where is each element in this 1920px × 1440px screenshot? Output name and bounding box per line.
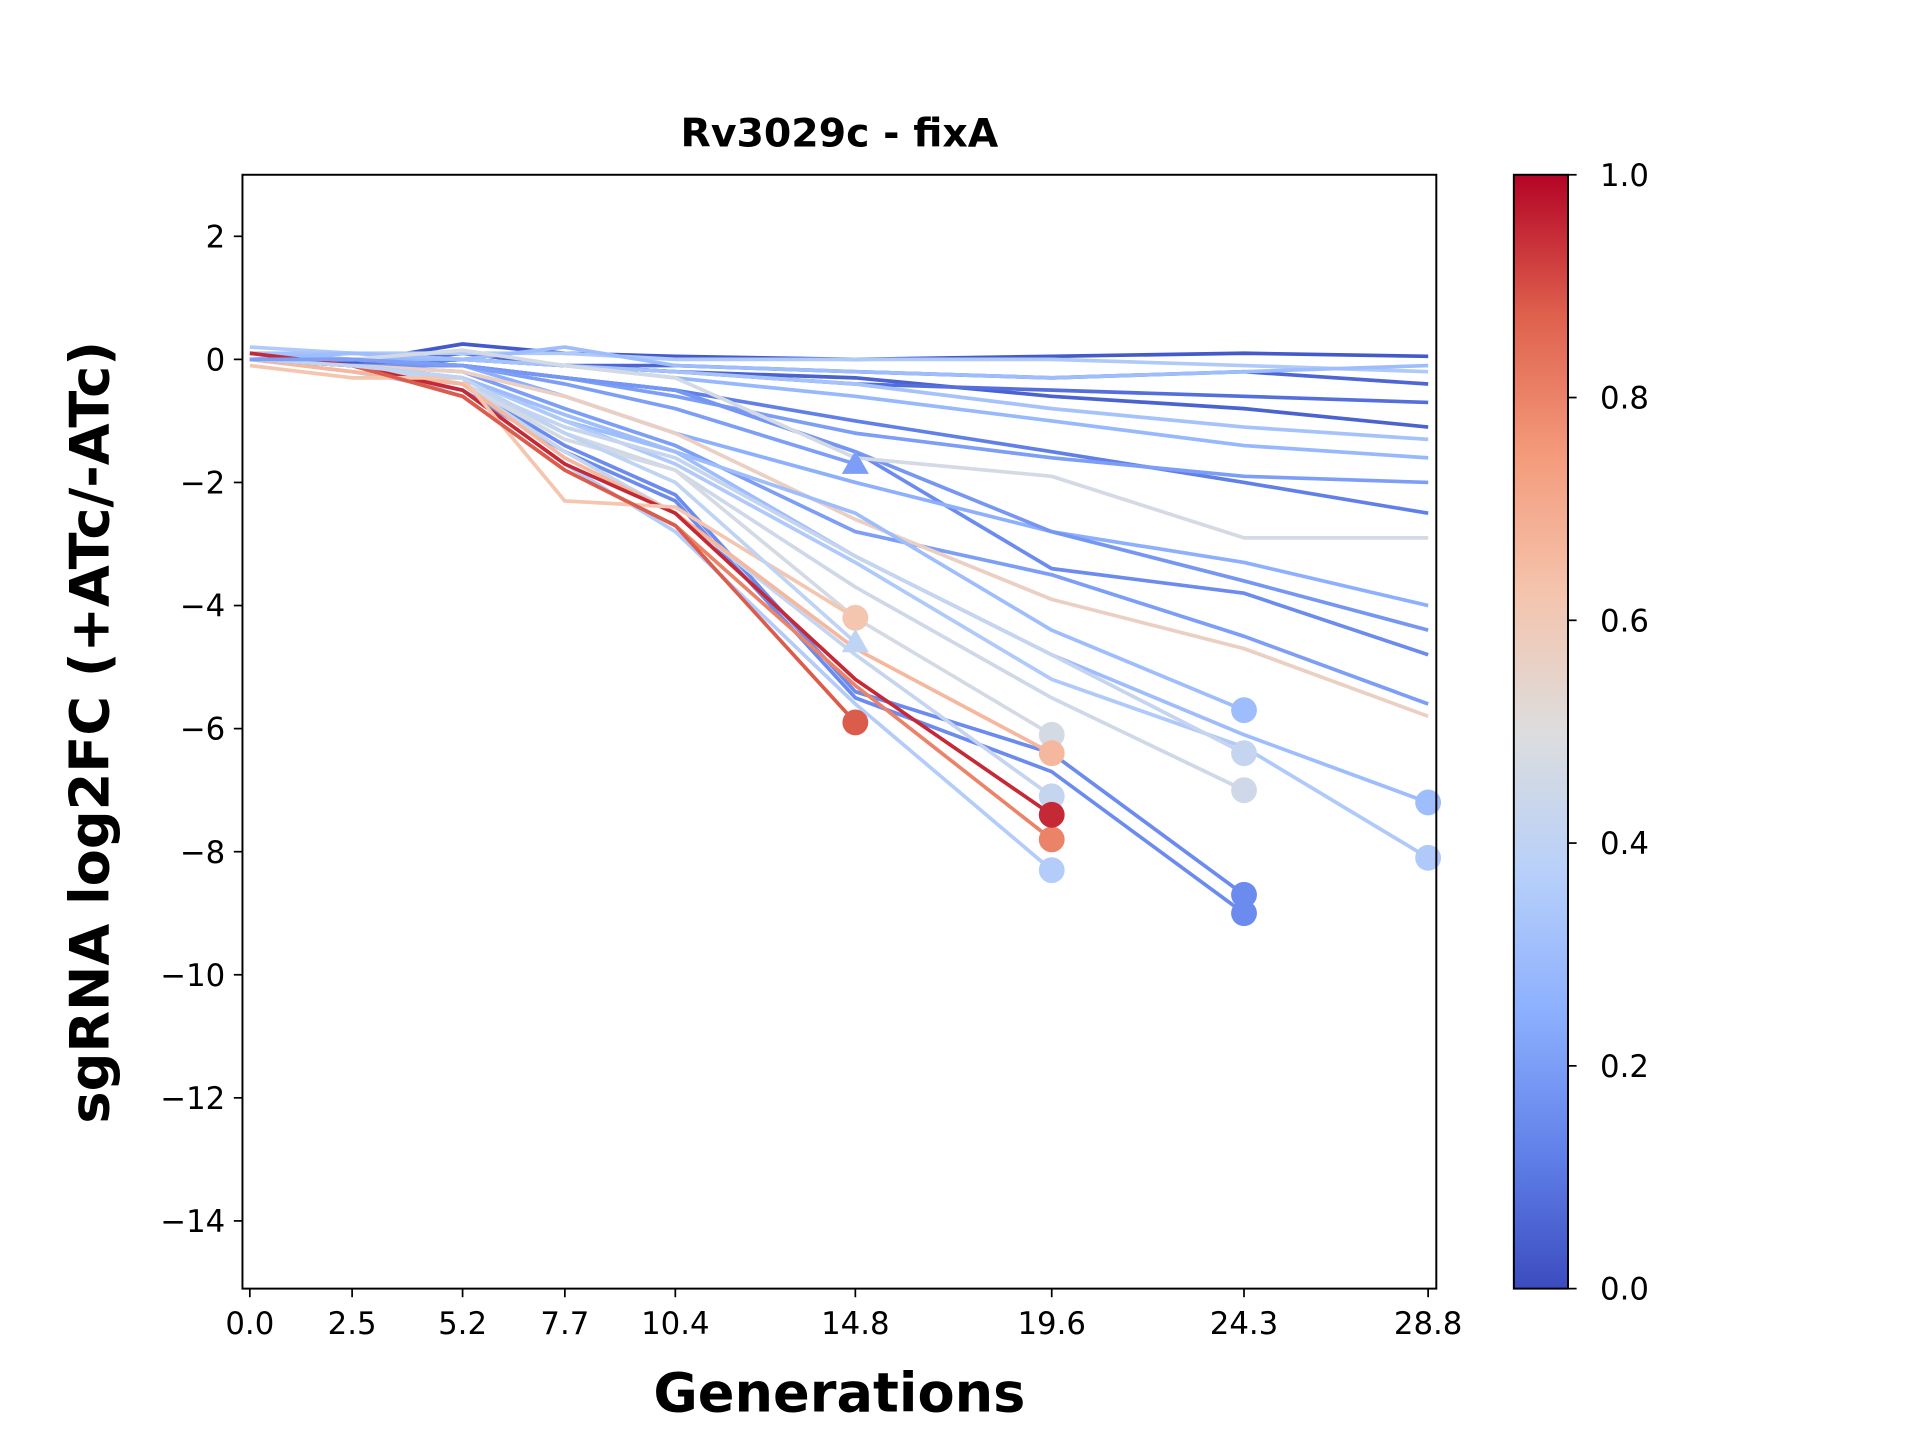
endpoint-circle-marker xyxy=(1038,740,1065,767)
x-tick-label: 14.8 xyxy=(821,1306,889,1342)
endpoint-circle-marker xyxy=(1038,801,1065,828)
series-group xyxy=(249,342,1430,915)
colorbar-tick-label: 0.6 xyxy=(1600,603,1649,639)
colorbar xyxy=(1512,173,1569,1290)
y-tick-label: −10 xyxy=(160,958,225,994)
series-line xyxy=(249,357,1053,755)
plot-frame xyxy=(241,173,1438,1290)
endpoint-circle-marker xyxy=(1038,826,1065,853)
endpoint-circle-marker xyxy=(1231,881,1257,908)
y-tick-label: −4 xyxy=(180,589,225,625)
x-tick-label: 10.4 xyxy=(641,1306,709,1342)
x-tick-label: 28.8 xyxy=(1394,1306,1462,1342)
x-tick-label: 24.3 xyxy=(1210,1306,1278,1342)
endpoint-circle-marker xyxy=(1415,789,1442,816)
x-axis: 0.0 2.5 5.2 7.7 10.4 14.8 19.6 24.3 28.8 xyxy=(225,1288,1462,1342)
y-axis: 2 0 −2 −4 −6 −8 −10 −12 −14 xyxy=(160,219,243,1240)
endpoint-circle-marker xyxy=(1231,740,1257,767)
series-line xyxy=(249,363,857,620)
colorbar-tick-label: 0.4 xyxy=(1600,826,1649,862)
y-tick-label: −2 xyxy=(180,466,225,502)
endpoint-circle-marker xyxy=(1038,721,1065,748)
series-line xyxy=(249,345,1429,374)
endpoint-circle-marker xyxy=(1231,777,1257,804)
endpoint-circle-marker xyxy=(1231,697,1257,724)
x-tick-label: 0.0 xyxy=(225,1306,274,1342)
x-axis-label: Generations xyxy=(653,1362,1025,1425)
series-line xyxy=(249,357,1246,897)
y-tick-label: −12 xyxy=(160,1081,225,1117)
endpoint-circle-marker xyxy=(842,709,869,736)
series-line xyxy=(249,357,1429,719)
endpoint-triangle-marker xyxy=(841,628,869,653)
endpoint-circle-marker xyxy=(1415,844,1442,871)
colorbar-tick-label: 1.0 xyxy=(1600,158,1649,194)
endpoint-triangle-marker xyxy=(841,450,869,474)
series-line xyxy=(249,357,1429,632)
x-tick-label: 19.6 xyxy=(1017,1306,1085,1342)
endpoint-circle-marker xyxy=(1231,900,1257,927)
series-line xyxy=(249,348,1429,540)
y-tick-label: −8 xyxy=(180,835,225,871)
colorbar-tick-label: 0.0 xyxy=(1600,1272,1649,1308)
y-tick-label: 0 xyxy=(206,342,226,378)
x-tick-label: 5.2 xyxy=(438,1306,487,1342)
chart-title: Rv3029c - fixA xyxy=(681,110,999,156)
y-tick-label: −6 xyxy=(180,712,225,748)
colorbar-tick-label: 0.8 xyxy=(1600,381,1649,417)
marker-group xyxy=(841,450,1442,927)
y-axis-label: sgRNA log2FC (+ATc/-ATc) xyxy=(58,341,121,1124)
series-line xyxy=(249,357,857,644)
x-tick-label: 2.5 xyxy=(328,1306,377,1342)
y-tick-label: 2 xyxy=(206,219,226,255)
colorbar-axis: 0.0 0.2 0.4 0.6 0.8 1.0 xyxy=(1568,158,1649,1308)
x-tick-label: 7.7 xyxy=(540,1306,589,1342)
endpoint-circle-marker xyxy=(1038,783,1065,810)
y-tick-label: −14 xyxy=(160,1204,225,1240)
endpoint-circle-marker xyxy=(842,604,869,631)
endpoint-circle-marker xyxy=(1038,857,1065,884)
series-line xyxy=(249,357,1246,915)
series-line xyxy=(249,357,856,466)
colorbar-tick-label: 0.2 xyxy=(1600,1049,1649,1085)
